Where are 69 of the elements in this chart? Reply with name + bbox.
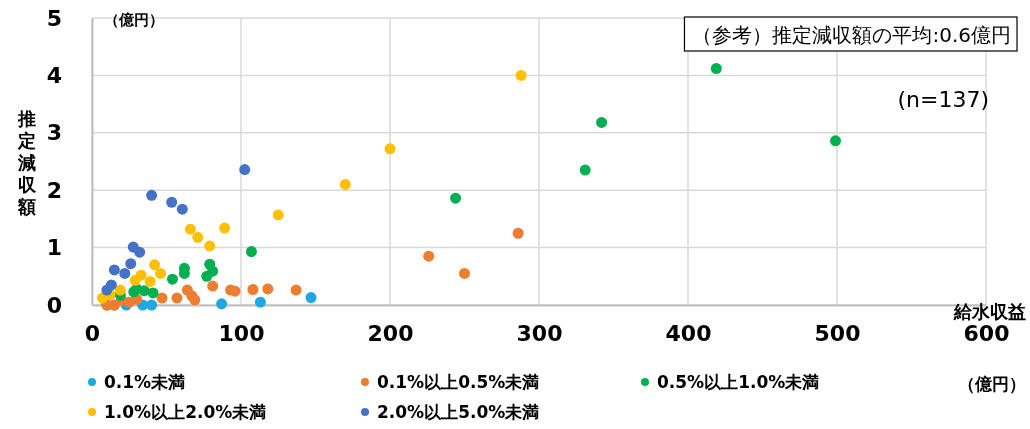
point (450, 192, 462, 204)
x-tick-label: 0 (84, 320, 101, 346)
x-tick-label: 300 (516, 320, 563, 346)
point (245, 246, 257, 258)
point (710, 63, 722, 74)
annotation: (n=137) (897, 87, 989, 112)
point (254, 296, 266, 308)
x-tick-label: 400 (665, 320, 712, 346)
annotation: （億円） (104, 11, 164, 29)
point (146, 189, 158, 201)
y-tick-label: 5 (46, 5, 62, 31)
y-tick-label: 4 (46, 62, 62, 88)
point (138, 285, 150, 297)
point (201, 270, 213, 282)
point (305, 292, 317, 304)
point (512, 227, 524, 239)
y-axis-title: 推定減収額 (17, 108, 37, 217)
point (149, 259, 161, 271)
point (216, 298, 228, 310)
text: （億円） (958, 374, 1026, 394)
point (125, 258, 137, 270)
point (339, 178, 351, 190)
legend-label: 0.1%未満 (104, 372, 186, 392)
point (423, 250, 435, 262)
point (144, 275, 156, 287)
point (207, 280, 219, 292)
point (155, 267, 167, 279)
point (219, 222, 231, 234)
point (119, 267, 131, 279)
point (459, 267, 470, 279)
point (105, 279, 117, 291)
y-tick-label: 3 (46, 120, 62, 146)
point (239, 164, 251, 176)
x-tick-label: 600 (963, 320, 1010, 346)
legend-label: 0.1%以上0.5%未満 (377, 372, 540, 392)
point (146, 299, 158, 311)
point (579, 164, 591, 176)
point (262, 283, 274, 295)
x-tick-label: 500 (814, 320, 861, 346)
legend-label: 0.5%以上1.0%未満 (657, 372, 820, 392)
point (192, 231, 204, 243)
point (515, 69, 527, 81)
point (384, 143, 396, 155)
legend-label: 1.0%以上2.0%未満 (104, 402, 267, 422)
point (290, 284, 302, 296)
point (108, 264, 120, 276)
point (596, 116, 608, 128)
y-tick-label: 0 (46, 292, 62, 318)
x-axis-title: 給水収益 (953, 301, 1026, 322)
point (171, 292, 183, 304)
x-tick-label: 200 (367, 320, 414, 346)
point (184, 223, 196, 235)
point (830, 135, 842, 147)
point (204, 240, 216, 252)
x-tick-label: 100 (218, 320, 265, 346)
point (176, 203, 188, 215)
point (156, 292, 168, 304)
point (272, 209, 284, 221)
legend-label: 2.0%以上5.0%未満 (377, 402, 540, 422)
point (189, 294, 201, 306)
point (129, 274, 141, 286)
point (166, 273, 178, 285)
point (166, 196, 178, 208)
point (114, 284, 126, 296)
point (134, 246, 146, 258)
point (247, 284, 259, 295)
y-tick-label: 2 (46, 177, 62, 203)
y-tick-label: 1 (46, 235, 62, 261)
annotation: （参考）推定減収額の平均:0.6億円 (692, 23, 1011, 47)
